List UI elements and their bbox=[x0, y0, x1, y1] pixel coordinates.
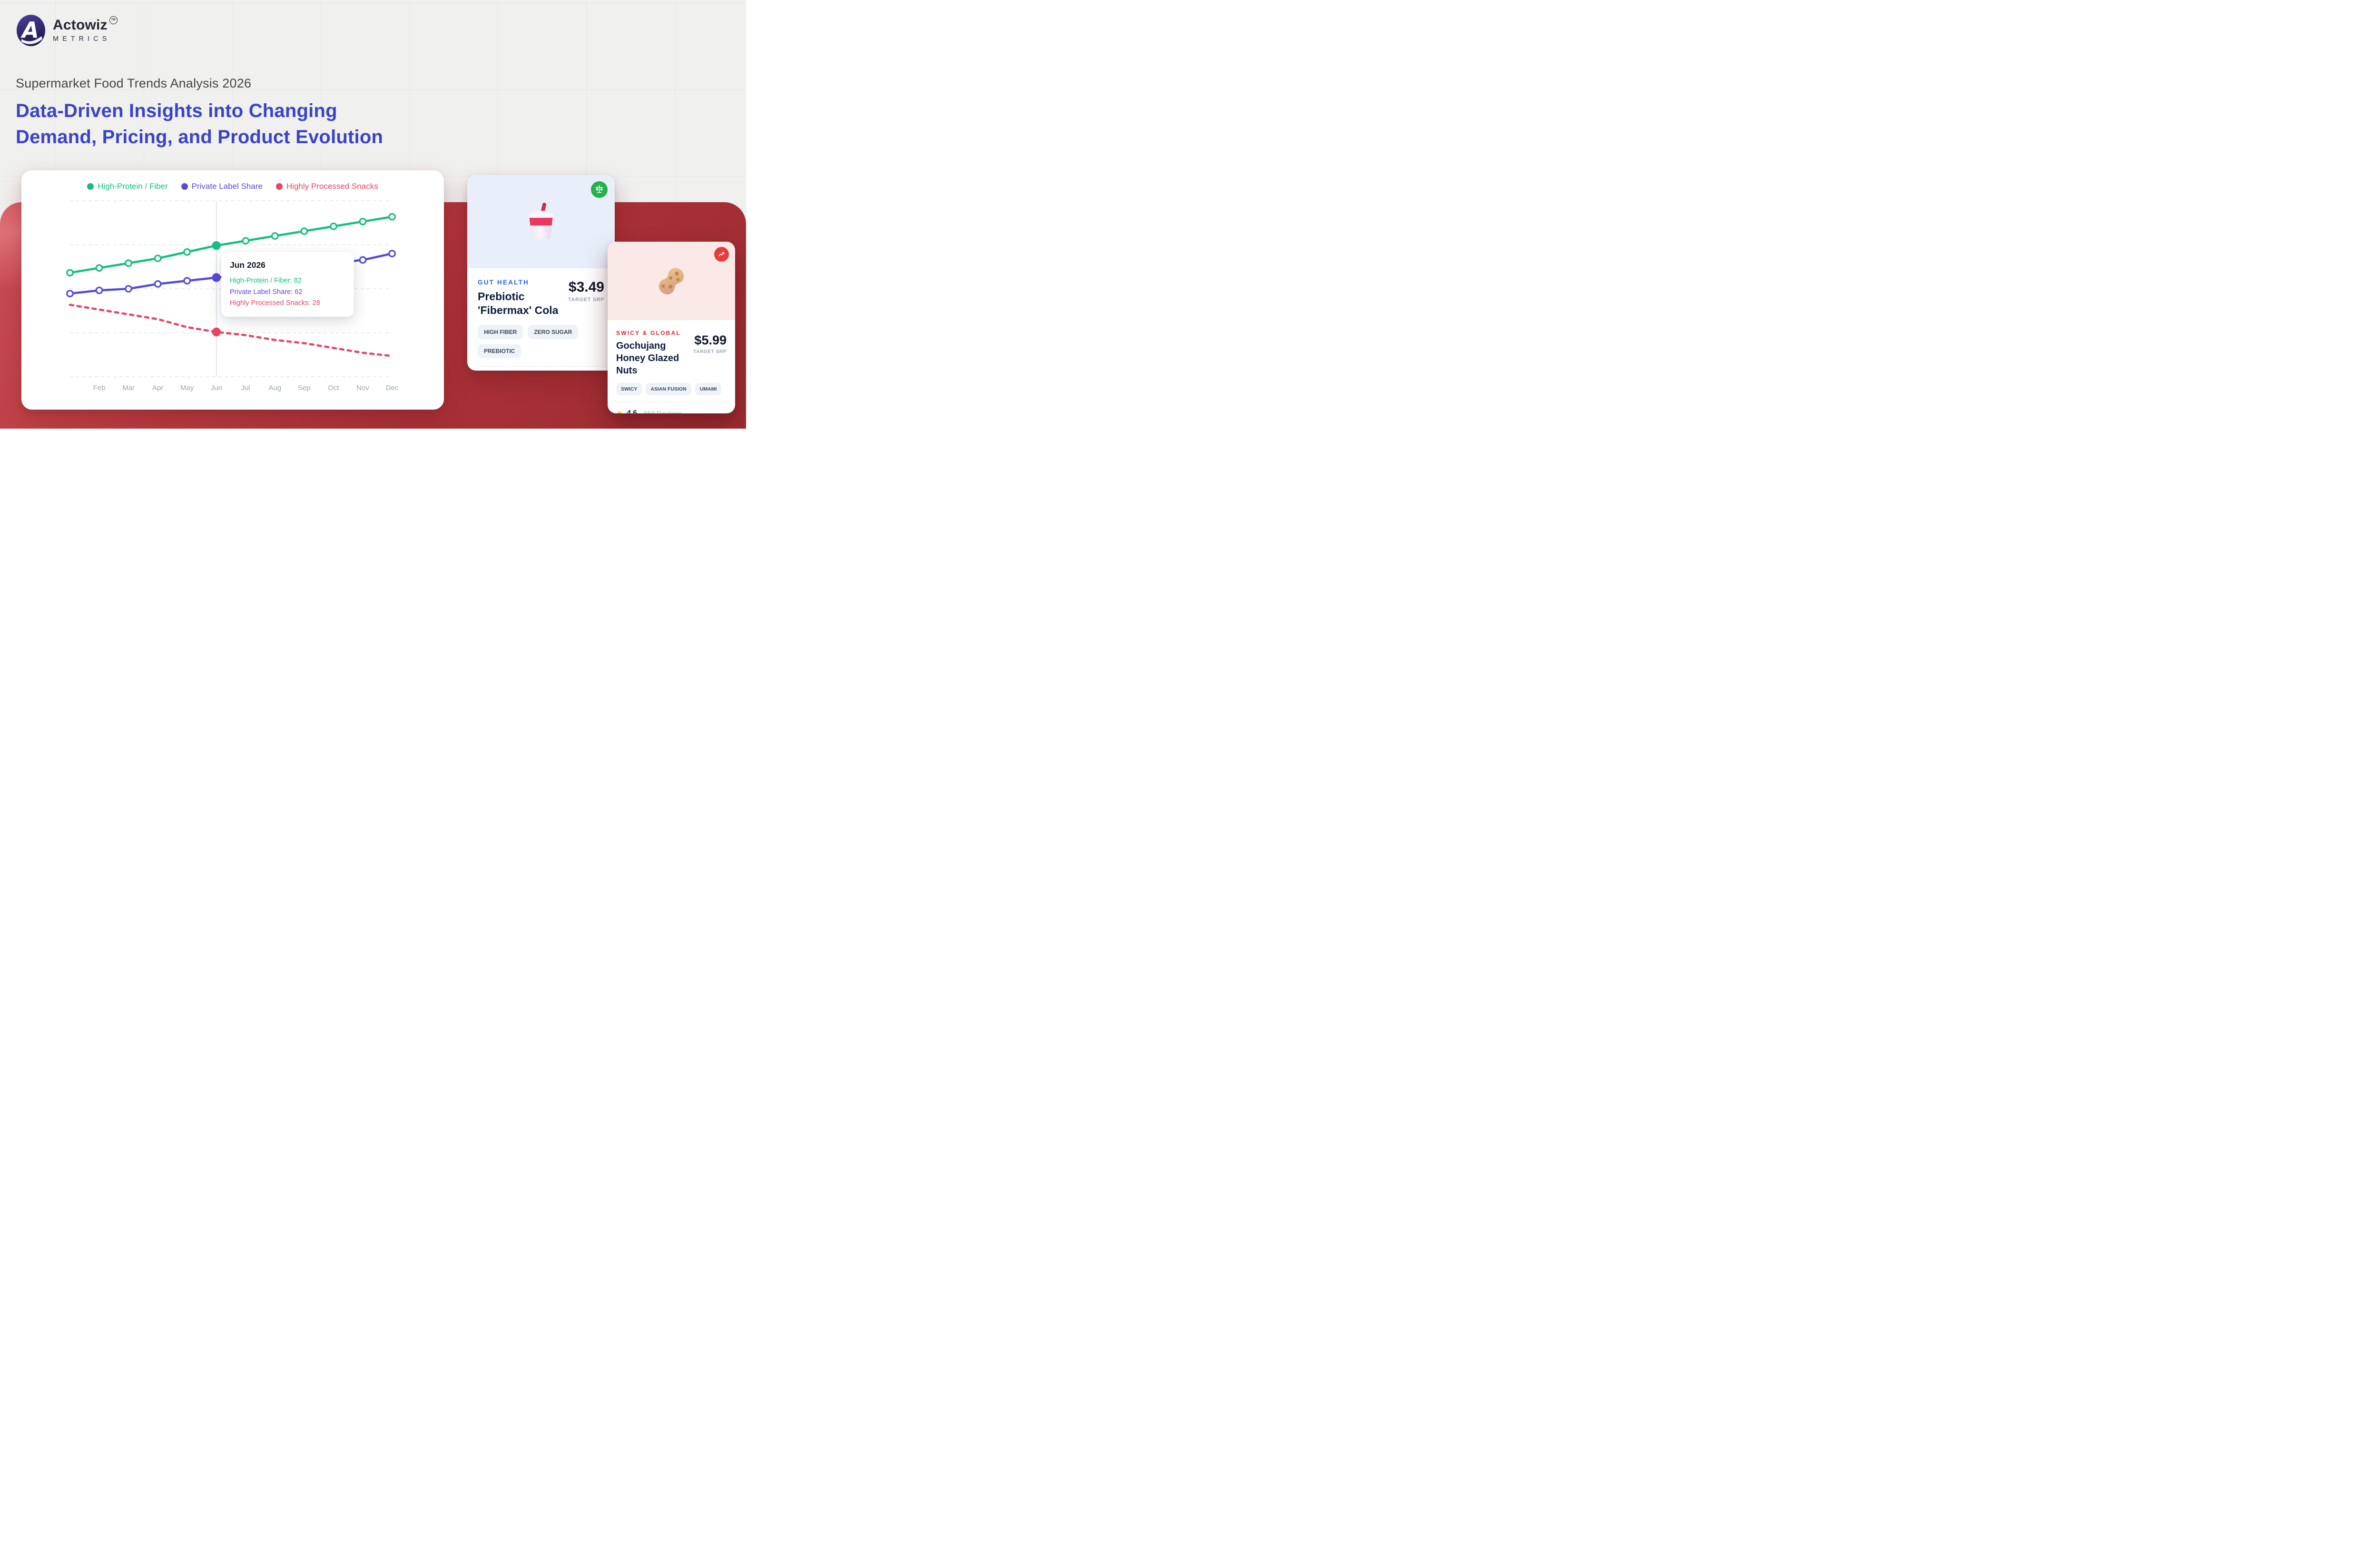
chart-point-active bbox=[212, 327, 221, 337]
legend-item[interactable]: Highly Processed Snacks bbox=[275, 182, 378, 191]
tooltip-row: Private Label Share: 62 bbox=[230, 288, 303, 296]
tooltip-row: Highly Processed Snacks: 28 bbox=[230, 299, 320, 307]
page-headline: Data-Driven Insights into Changing Deman… bbox=[16, 98, 383, 150]
chart-point bbox=[125, 285, 133, 293]
x-axis-label: Jul bbox=[241, 384, 250, 392]
x-axis-label: Sep bbox=[298, 384, 311, 392]
brand-name: Actowiz bbox=[53, 17, 108, 33]
legend-item[interactable]: High-Protein / Fiber bbox=[87, 182, 168, 191]
divider bbox=[478, 366, 604, 367]
product-title: Prebiotic 'Fibermax' Cola bbox=[478, 290, 559, 316]
chart-point bbox=[388, 250, 396, 257]
tooltip-title: Jun 2026 bbox=[230, 260, 265, 270]
legend-label: Highly Processed Snacks bbox=[286, 182, 378, 191]
price-label: TARGET SRP bbox=[693, 349, 727, 354]
x-axis-label: May bbox=[180, 384, 194, 392]
x-axis-label: Aug bbox=[268, 384, 281, 392]
tag-pill[interactable]: PREBIOTIC bbox=[478, 344, 521, 358]
category-label: GUT HEALTH bbox=[478, 279, 529, 286]
tag-pill[interactable]: ASIAN FUSION bbox=[646, 383, 691, 395]
x-axis-label: Apr bbox=[152, 384, 163, 392]
peanut-icon bbox=[659, 267, 684, 294]
category-label: SWICY & GLOBAL bbox=[616, 330, 681, 336]
price: $3.49 bbox=[568, 279, 604, 295]
trademark-icon: TM bbox=[109, 16, 118, 25]
tag-pill[interactable]: HIGH FIBER bbox=[478, 325, 523, 339]
product-card-gochujang-nuts[interactable]: SWICY & GLOBAL Gochujang Honey Glazed Nu… bbox=[608, 242, 735, 413]
scales-icon bbox=[595, 185, 603, 193]
infographic-page: A Actowiz TM METRICS Supermarket Food Tre… bbox=[0, 0, 746, 429]
review-count: 850 Reviews bbox=[643, 410, 682, 413]
product-image-area bbox=[608, 242, 735, 320]
tag-pill[interactable]: SWICY bbox=[616, 383, 642, 395]
headline-line-1: Data-Driven Insights into Changing bbox=[16, 100, 337, 121]
chart-point bbox=[359, 256, 367, 264]
actowiz-logo-icon: A bbox=[17, 15, 45, 46]
brand-logo: A Actowiz TM METRICS bbox=[16, 14, 118, 47]
chart-line bbox=[69, 304, 393, 357]
product-title: Gochujang Honey Glazed Nuts bbox=[616, 341, 679, 376]
legend-dot-icon bbox=[275, 183, 283, 190]
chart-point bbox=[95, 286, 103, 294]
chart-point bbox=[66, 269, 74, 277]
x-axis-label: Mar bbox=[122, 384, 135, 392]
x-axis-label: Jun bbox=[211, 384, 222, 392]
soft-drink-cup-icon bbox=[529, 203, 553, 239]
x-axis-label: Oct bbox=[328, 384, 339, 392]
chart-point bbox=[95, 264, 103, 272]
chart-point bbox=[154, 255, 162, 262]
chart-point-active bbox=[212, 241, 221, 250]
brand-subtitle: METRICS bbox=[53, 35, 111, 43]
legend-dot-icon bbox=[181, 183, 188, 190]
legend-label: High-Protein / Fiber bbox=[98, 182, 168, 191]
divider bbox=[616, 402, 727, 403]
chart-point bbox=[359, 217, 367, 225]
legend-label: Private Label Share bbox=[191, 182, 263, 191]
price-label: TARGET SRP bbox=[568, 297, 604, 303]
comparison-scales-badge[interactable] bbox=[591, 181, 608, 198]
tag-pill[interactable]: UMAMI bbox=[695, 383, 722, 395]
tag-list: SWICY ASIAN FUSION UMAMI bbox=[616, 383, 727, 395]
chart-point bbox=[183, 277, 191, 285]
chart-point bbox=[183, 248, 191, 256]
chart-point bbox=[242, 237, 250, 245]
trending-badge[interactable] bbox=[714, 247, 729, 262]
rating-row: ★ 4.6 850 Reviews bbox=[616, 409, 727, 413]
svg-text:A: A bbox=[20, 17, 39, 43]
chart-legend: High-Protein / Fiber Private Label Share H… bbox=[21, 170, 444, 191]
product-card-fibermax-cola[interactable]: GUT HEALTH Prebiotic 'Fibermax' Cola HIG… bbox=[467, 175, 615, 371]
legend-dot-icon bbox=[87, 183, 94, 190]
tooltip-row: High-Protein / Fiber: 82 bbox=[230, 277, 302, 284]
chart-point bbox=[271, 232, 279, 240]
tag-pill[interactable]: ZERO SUGAR bbox=[528, 325, 579, 339]
trending-up-icon bbox=[718, 252, 725, 256]
chart-point bbox=[388, 213, 396, 221]
product-image-area bbox=[467, 175, 615, 268]
x-axis-label: Feb bbox=[93, 384, 106, 392]
chart-point bbox=[330, 222, 337, 230]
x-axis-label: Nov bbox=[356, 384, 369, 392]
price: $5.99 bbox=[694, 333, 727, 347]
x-axis-label: Dec bbox=[386, 384, 399, 392]
page-title: Supermarket Food Trends Analysis 2026 bbox=[16, 76, 252, 90]
chart-point-active bbox=[212, 273, 221, 282]
rating-value: 4.6 bbox=[627, 409, 637, 413]
star-icon: ★ bbox=[616, 409, 623, 413]
chart-point bbox=[300, 227, 308, 235]
chart-point bbox=[66, 290, 74, 297]
chart-point bbox=[125, 259, 133, 267]
chart-line bbox=[69, 216, 393, 274]
trend-chart-card: High-Protein / Fiber Private Label Share H… bbox=[21, 170, 444, 410]
headline-line-2: Demand, Pricing, and Product Evolution bbox=[16, 127, 383, 147]
legend-item[interactable]: Private Label Share bbox=[181, 182, 263, 191]
tag-list: HIGH FIBER ZERO SUGAR PREBIOTIC bbox=[478, 325, 604, 358]
chart-point bbox=[154, 280, 162, 288]
chart-tooltip: Jun 2026 High-Protein / Fiber: 82 Private… bbox=[221, 252, 354, 317]
